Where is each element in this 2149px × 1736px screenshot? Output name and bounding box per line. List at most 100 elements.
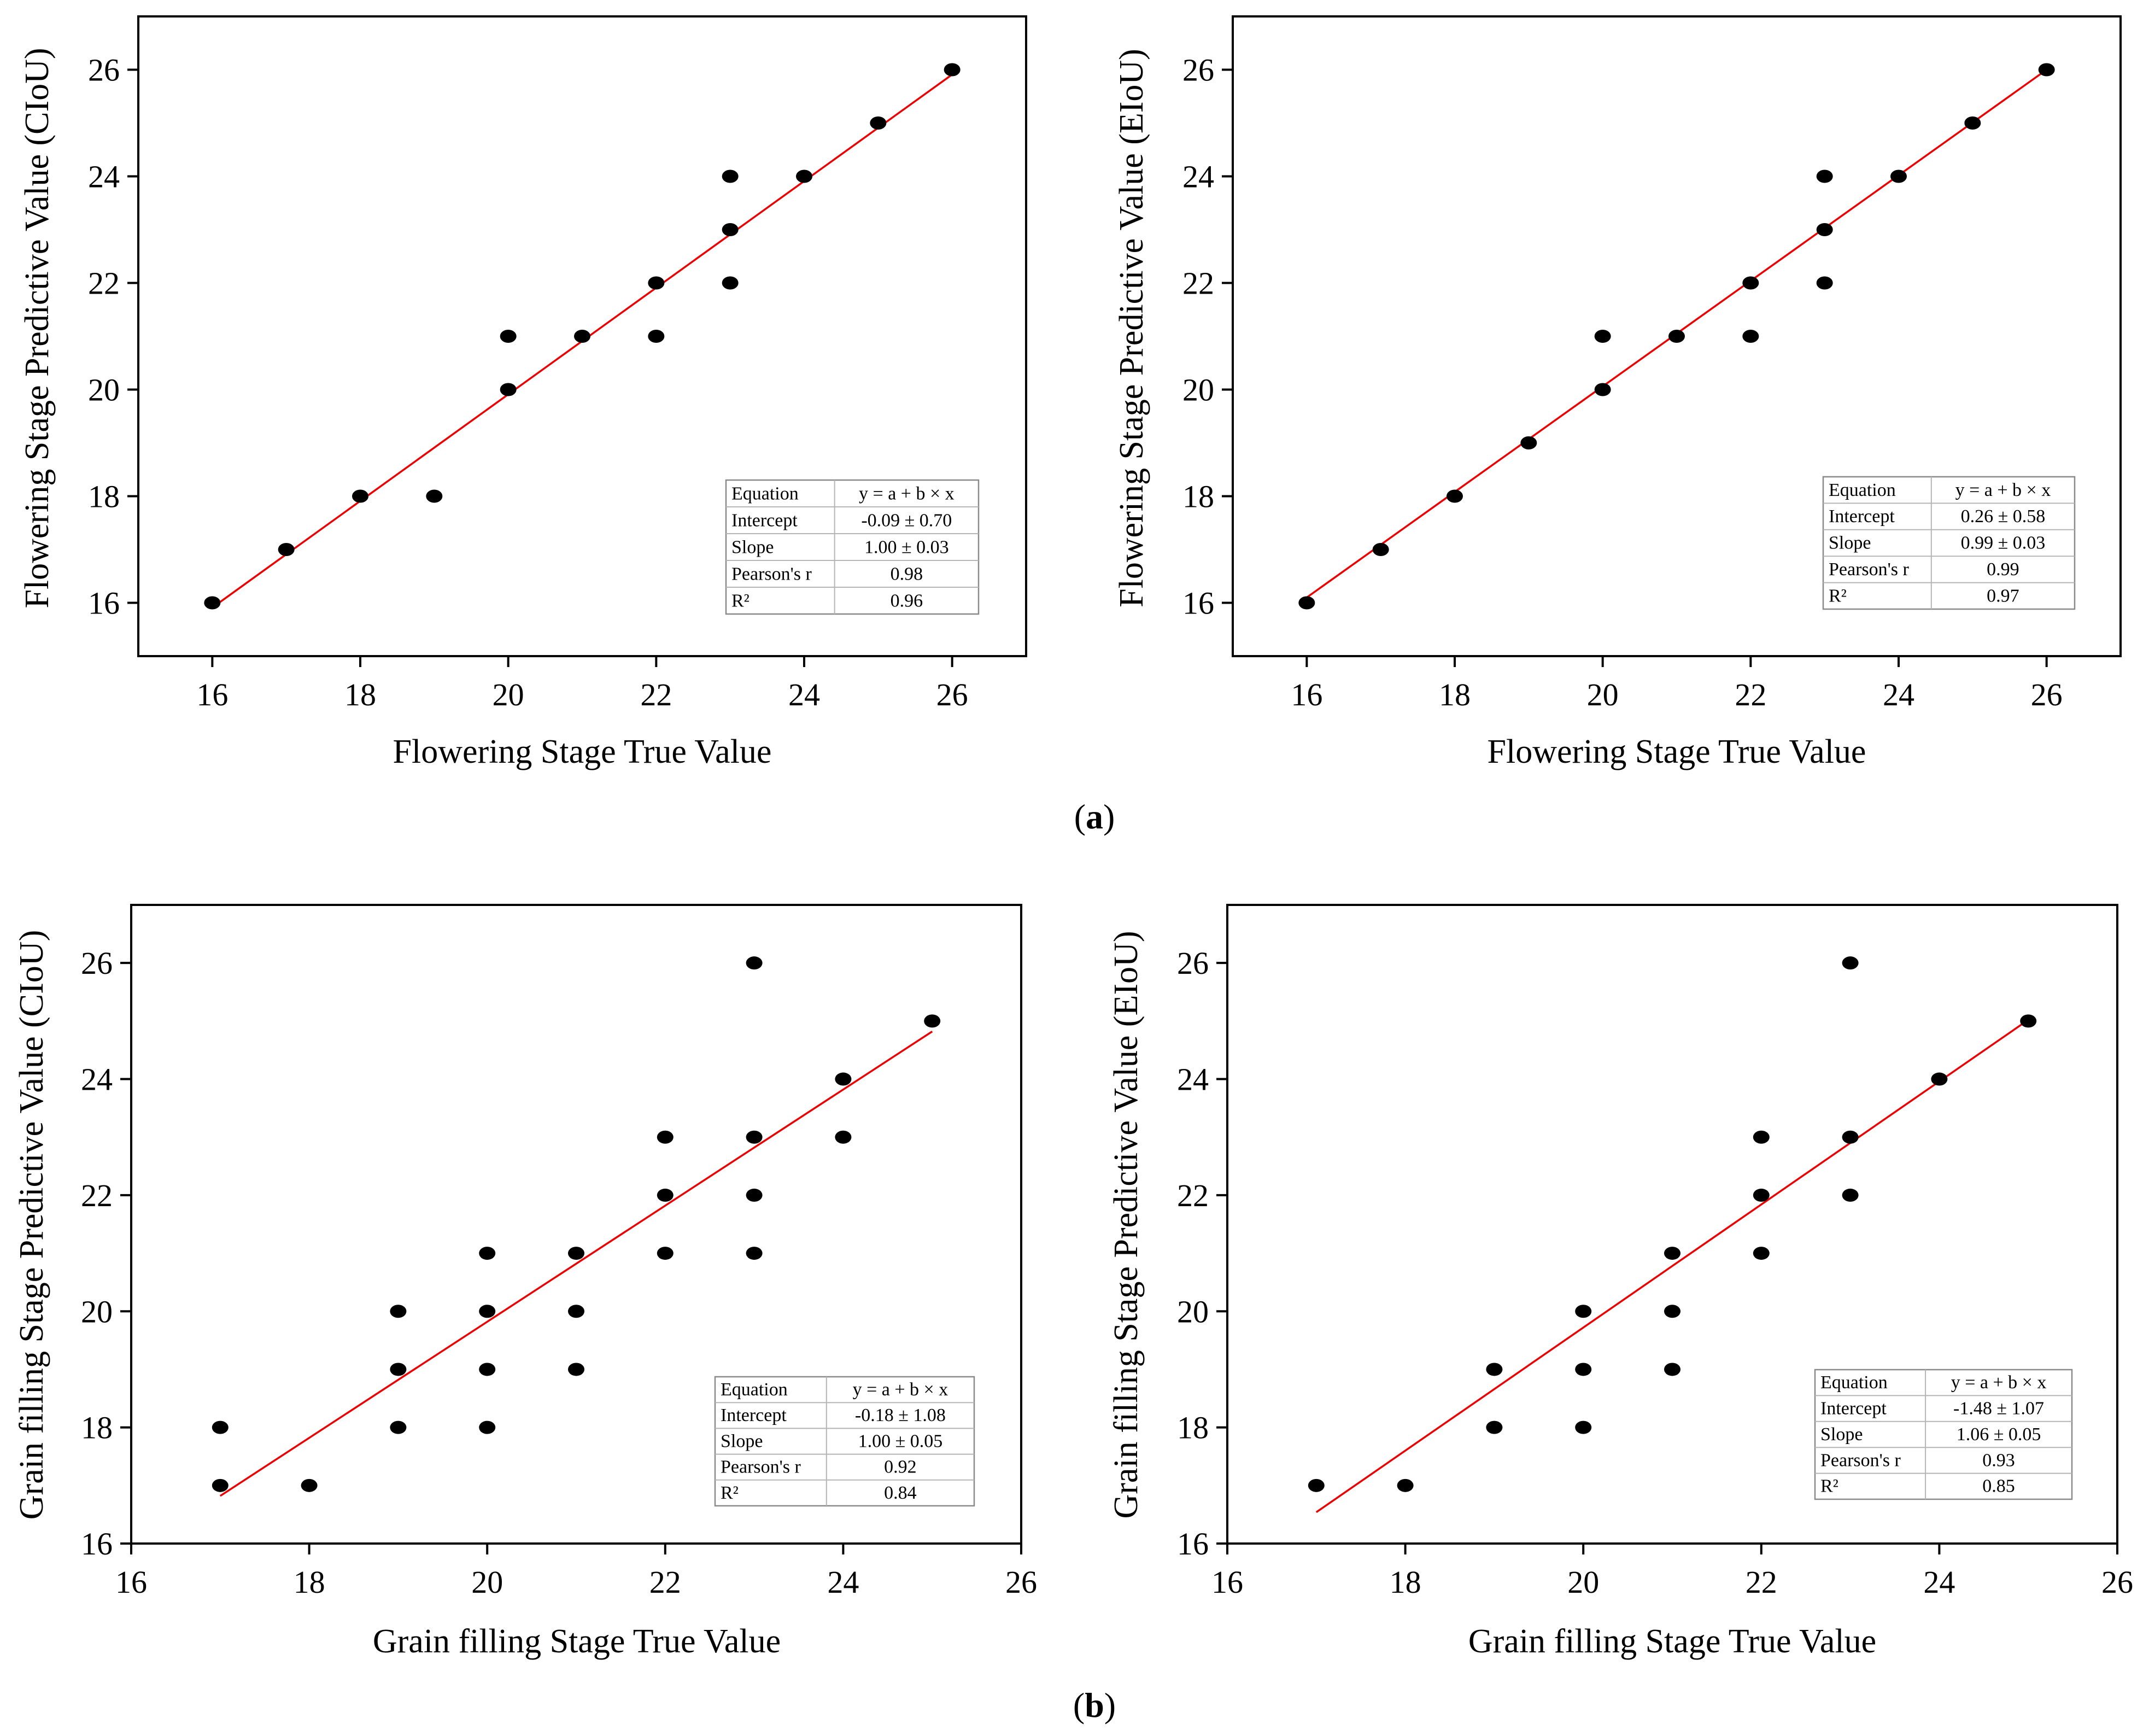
data-point [1964, 116, 1981, 130]
stats-value: 0.99 ± 0.03 [1961, 533, 2046, 553]
stats-key: Slope [1829, 533, 1871, 553]
stats-value: 0.92 [884, 1457, 917, 1477]
y-tick-label: 22 [1182, 266, 1214, 301]
data-point [1594, 330, 1611, 343]
chart-flowering-eiou: 16 18 20 22 24 26 16 18 20 22 24 26 Flowering Stage … [1113, 15, 2122, 770]
y-tick-label: 20 [1177, 1294, 1209, 1329]
stats-key: Pearson's r [1820, 1450, 1901, 1470]
data-point [746, 956, 763, 970]
data-point [1842, 956, 1859, 970]
stats-key: Intercept [731, 510, 798, 530]
stats-key: Pearson's r [731, 564, 812, 584]
data-point [1298, 596, 1315, 610]
stats-key: Equation [721, 1380, 788, 1400]
y-tick-label: 16 [88, 586, 120, 621]
stats-key: R² [1820, 1476, 1838, 1497]
data-point [722, 223, 739, 236]
stats-value: y = a + b × x [1955, 480, 2051, 500]
y-tick-label: 18 [81, 1410, 113, 1446]
stats-value: 1.06 ± 0.05 [1957, 1424, 2041, 1445]
data-point [426, 489, 443, 503]
caption-a-letter: a [1086, 797, 1103, 836]
stats-key: Equation [1829, 480, 1896, 500]
x-tick-label: 18 [1439, 677, 1471, 712]
data-point [1753, 1130, 1770, 1144]
data-point [301, 1478, 318, 1492]
x-tick-label: 20 [1567, 1564, 1599, 1600]
data-point [835, 1130, 852, 1144]
stats-key: Slope [1820, 1424, 1863, 1445]
x-tick-label: 20 [493, 677, 524, 712]
fit-line [1315, 1019, 2029, 1513]
stats-key: Slope [721, 1431, 763, 1451]
caption-b-letter: b [1085, 1686, 1104, 1725]
y-tick-label: 22 [81, 1178, 113, 1213]
data-point [1668, 330, 1685, 343]
x-tick-label: 18 [294, 1564, 325, 1600]
y-tick-label: 20 [81, 1294, 113, 1329]
data-point [648, 276, 665, 290]
data-point [1397, 1478, 1414, 1492]
y-axis-title: Flowering Stage Predictive Value (CIoU) [19, 48, 56, 608]
data-point [1816, 169, 1833, 183]
data-point [390, 1363, 407, 1376]
data-point [1742, 276, 1759, 290]
data-point [390, 1421, 407, 1434]
data-point [1308, 1478, 1325, 1492]
data-point [574, 330, 590, 343]
stats-key: R² [731, 591, 749, 611]
x-tick-label: 24 [827, 1564, 859, 1600]
stats-value: 0.84 [884, 1483, 917, 1503]
stats-table: Equation y = a + b × x Intercept 0.26 ± 0.5… [1822, 476, 2076, 610]
stats-value: 0.85 [1982, 1476, 2015, 1497]
data-point [657, 1247, 674, 1260]
stats-value: y = a + b × x [853, 1380, 948, 1400]
stats-key: R² [1829, 586, 1847, 606]
y-tick-label: 16 [1182, 586, 1214, 621]
x-tick-label: 26 [2031, 677, 2063, 712]
data-point [1520, 436, 1537, 449]
stats-table: Equation y = a + b × x Intercept -1.48 ± 1.… [1814, 1369, 2073, 1500]
y-tick-label: 26 [81, 945, 113, 981]
data-point [746, 1188, 763, 1202]
stats-value: y = a + b × x [1951, 1372, 2047, 1393]
stats-key: Intercept [1820, 1399, 1887, 1419]
y-tick-label: 26 [1177, 945, 1209, 981]
y-tick-label: 18 [88, 479, 120, 515]
y-tick-label: 24 [1177, 1062, 1209, 1097]
data-point [1931, 1072, 1948, 1086]
data-point [746, 1130, 763, 1144]
stats-value: 0.26 ± 0.58 [1961, 506, 2046, 527]
y-axis-title: Grain filling Stage Predictive Value (EI… [1108, 931, 1145, 1519]
x-tick-label: 22 [1746, 1564, 1777, 1600]
data-point [944, 63, 961, 77]
stats-value: 0.98 [891, 564, 923, 584]
stats-value: 1.00 ± 0.05 [858, 1431, 943, 1451]
stats-value: 0.99 [1987, 559, 2019, 580]
data-point [500, 330, 517, 343]
x-tick-label: 20 [1587, 677, 1619, 712]
data-point [870, 116, 887, 130]
stats-key: Slope [731, 537, 774, 557]
data-point [924, 1014, 941, 1028]
x-tick-label: 18 [344, 677, 376, 712]
y-axis-title: Flowering Stage Predictive Value (EIoU) [1113, 49, 1150, 607]
data-point [568, 1363, 584, 1376]
data-point [1575, 1421, 1592, 1434]
y-tick-label: 26 [88, 52, 120, 88]
data-point [657, 1130, 674, 1144]
plot-frame [137, 15, 1027, 657]
stats-table-border [725, 479, 980, 615]
data-point [1816, 276, 1833, 290]
stats-value: -0.09 ± 0.70 [861, 510, 952, 530]
data-point [500, 383, 517, 396]
y-tick-label: 24 [81, 1062, 113, 1097]
fit-line [219, 1031, 933, 1497]
x-tick-label: 18 [1390, 1564, 1421, 1600]
x-tick-label: 22 [640, 677, 672, 712]
x-axis-title: Grain filling Stage True Value [1468, 1623, 1876, 1660]
data-point [479, 1305, 496, 1318]
plot-frame [130, 904, 1022, 1545]
y-tick-label: 16 [1177, 1526, 1209, 1562]
data-point [657, 1188, 674, 1202]
